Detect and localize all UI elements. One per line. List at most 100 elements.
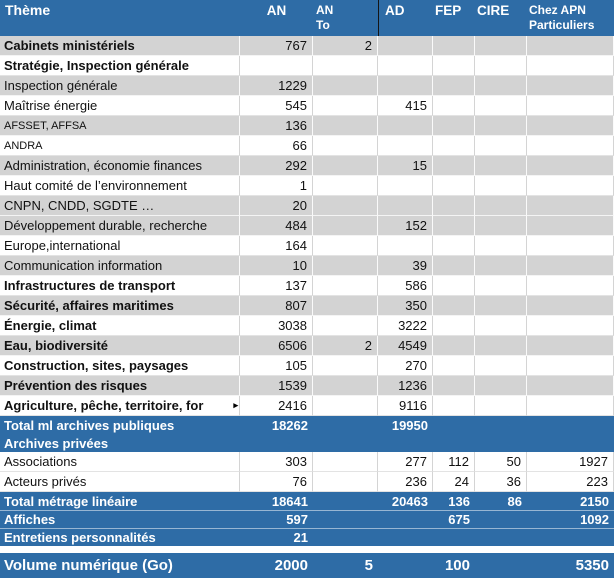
cell-ad[interactable]: 9116: [378, 396, 433, 416]
cell-an_to[interactable]: [313, 116, 378, 136]
header-cell-chez[interactable]: Chez APN Particuliers: [529, 3, 595, 32]
cell-chez[interactable]: [527, 136, 614, 156]
cell-an_to[interactable]: [313, 296, 378, 316]
cell-chez[interactable]: 223: [527, 472, 614, 492]
cell-ad[interactable]: 15: [378, 156, 433, 176]
cell-an_to[interactable]: [313, 529, 378, 546]
cell-chez[interactable]: [527, 276, 614, 296]
cell-cire[interactable]: [475, 396, 527, 416]
row-label-cell[interactable]: Europe,international: [0, 236, 240, 256]
row-label-cell[interactable]: Communication information: [0, 256, 240, 276]
cell-cire[interactable]: [475, 376, 527, 396]
cell-cire[interactable]: [475, 76, 527, 96]
cell-an_to[interactable]: [313, 416, 378, 434]
header-cell-an[interactable]: AN: [266, 3, 287, 18]
cell-an_to[interactable]: [313, 96, 378, 116]
cell-chez[interactable]: [527, 116, 614, 136]
cell-chez[interactable]: [527, 196, 614, 216]
cell-cire[interactable]: [475, 511, 527, 528]
cell-an_to[interactable]: [313, 396, 378, 416]
row-label-cell[interactable]: Construction, sites, paysages: [0, 356, 240, 376]
cell-ad[interactable]: [378, 176, 433, 196]
row-label-cell[interactable]: Volume numérique (Go): [0, 553, 240, 578]
row-label-cell[interactable]: Administration, économie finances: [0, 156, 240, 176]
row-label-cell[interactable]: Inspection générale: [0, 76, 240, 96]
cell-fep[interactable]: [433, 316, 475, 336]
cell-ad[interactable]: 3222: [378, 316, 433, 336]
cell-chez[interactable]: [527, 316, 614, 336]
cell-chez[interactable]: 1092: [580, 512, 609, 527]
cell-an_to[interactable]: [313, 176, 378, 196]
cell-an[interactable]: 1: [240, 176, 313, 196]
cell-fep[interactable]: 675: [448, 512, 470, 527]
cell-cire[interactable]: [475, 434, 527, 452]
cell-ad[interactable]: 39: [378, 256, 433, 276]
cell-an_to[interactable]: [313, 136, 378, 156]
cell-an[interactable]: 164: [240, 236, 313, 256]
cell-fep[interactable]: [433, 376, 475, 396]
cell-cire[interactable]: [475, 416, 527, 434]
cell-an_to[interactable]: [313, 156, 378, 176]
cell-fep[interactable]: 112: [433, 452, 475, 472]
row-label-cell[interactable]: Archives privées: [0, 434, 240, 452]
row-label-cell[interactable]: Prévention des risques: [0, 376, 240, 396]
row-label-cell[interactable]: Cabinets ministériels: [0, 36, 240, 56]
row-label-cell[interactable]: Haut comité de l’environnement: [0, 176, 240, 196]
cell-chez[interactable]: [527, 36, 614, 56]
cell-ad[interactable]: 19950: [391, 417, 428, 433]
cell-ad[interactable]: 586: [378, 276, 433, 296]
cell-fep[interactable]: 24: [433, 472, 475, 492]
header-cell-fep[interactable]: FEP: [435, 3, 462, 18]
cell-chez[interactable]: [527, 356, 614, 376]
cell-an[interactable]: 137: [240, 276, 313, 296]
cell-cire[interactable]: [475, 196, 527, 216]
cell-an_to[interactable]: [313, 56, 378, 76]
cell-cire[interactable]: [475, 96, 527, 116]
cell-an[interactable]: 18262: [271, 417, 308, 433]
cell-an[interactable]: 2416: [240, 396, 313, 416]
cell-an[interactable]: 66: [240, 136, 313, 156]
row-label-cell[interactable]: Infrastructures de transport: [0, 276, 240, 296]
cell-fep[interactable]: [433, 529, 475, 546]
cell-an_to[interactable]: [313, 376, 378, 396]
cell-an_to[interactable]: 5: [364, 557, 373, 574]
cell-ad[interactable]: 350: [378, 296, 433, 316]
cell-an_to[interactable]: [313, 316, 378, 336]
cell-an[interactable]: [240, 434, 313, 452]
cell-an[interactable]: 1539: [240, 376, 313, 396]
cell-fep[interactable]: [433, 256, 475, 276]
cell-ad[interactable]: [378, 529, 433, 546]
cell-fep[interactable]: [433, 336, 475, 356]
cell-an_to[interactable]: [313, 236, 378, 256]
row-label-cell[interactable]: Eau, biodiversité: [0, 336, 240, 356]
cell-ad[interactable]: 236: [378, 472, 433, 492]
cell-ad[interactable]: 277: [378, 452, 433, 472]
cell-fep[interactable]: 100: [444, 557, 470, 574]
cell-cire[interactable]: [475, 56, 527, 76]
cell-ad[interactable]: [378, 196, 433, 216]
cell-cire[interactable]: [475, 176, 527, 196]
row-label-cell[interactable]: Maîtrise énergie: [0, 96, 240, 116]
cell-chez[interactable]: 1927: [527, 452, 614, 472]
cell-an_to[interactable]: [313, 434, 378, 452]
cell-an[interactable]: 2000: [274, 557, 308, 574]
cell-fep[interactable]: [433, 56, 475, 76]
cell-cire[interactable]: [475, 316, 527, 336]
cell-ad[interactable]: [378, 511, 433, 528]
cell-an_to[interactable]: [313, 196, 378, 216]
cell-fep[interactable]: [433, 236, 475, 256]
cell-an[interactable]: 136: [240, 116, 313, 136]
cell-chez[interactable]: [527, 416, 614, 434]
row-label-cell[interactable]: Développement durable, recherche: [0, 216, 240, 236]
row-label-cell[interactable]: Agriculture, pêche, territoire, for ▸: [0, 396, 240, 416]
cell-an[interactable]: 545: [240, 96, 313, 116]
cell-fep[interactable]: [433, 416, 475, 434]
cell-an[interactable]: [240, 56, 313, 76]
cell-chez[interactable]: 5350: [575, 557, 609, 574]
cell-cire[interactable]: [475, 116, 527, 136]
cell-ad[interactable]: [378, 56, 433, 76]
cell-fep[interactable]: [433, 96, 475, 116]
cell-ad[interactable]: [378, 76, 433, 96]
cell-cire[interactable]: [475, 529, 527, 546]
cell-chez[interactable]: [527, 56, 614, 76]
